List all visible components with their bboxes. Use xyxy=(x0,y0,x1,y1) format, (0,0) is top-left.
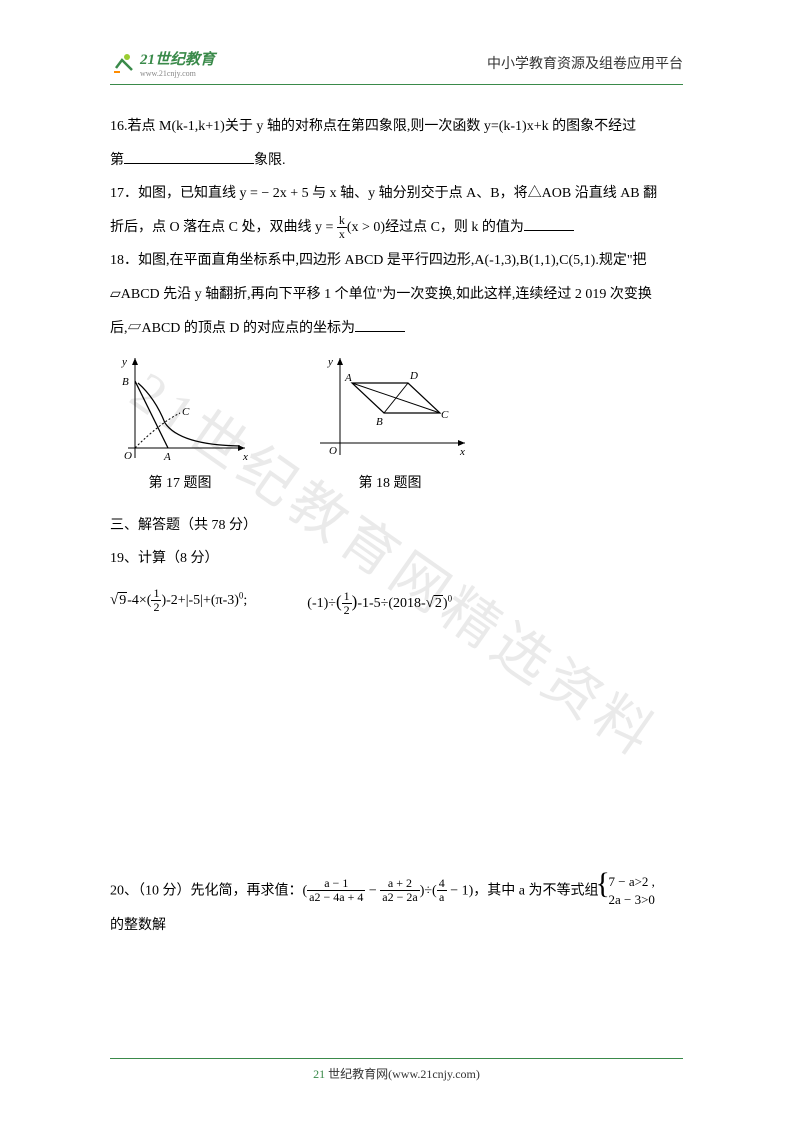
q18-figure: x y O A D B C 第 18 题图 xyxy=(310,353,470,501)
svg-text:O: O xyxy=(124,450,132,462)
q18-svg: x y O A D B C xyxy=(310,353,470,463)
svg-text:x: x xyxy=(459,446,465,458)
q20-line2: 的整数解 xyxy=(110,909,683,943)
q18-blank xyxy=(355,318,405,332)
footer-text: 世纪教育网(www.21cnjy.com) xyxy=(325,1067,480,1081)
logo: 21世纪教育 www.21cnjy.com xyxy=(110,48,215,78)
svg-text:O: O xyxy=(329,445,337,457)
svg-text:x: x xyxy=(242,451,248,463)
q17-fraction: kx xyxy=(337,214,347,241)
logo-sub-text: www.21cnjy.com xyxy=(140,69,215,78)
svg-text:B: B xyxy=(376,416,383,428)
main-content: 16.若点 M(k-1,k+1)关于 y 轴的对称点在第四象限,则一次函数 y=… xyxy=(110,110,683,943)
page-header: 21世纪教育 www.21cnjy.com 中小学教育资源及组卷应用平台 xyxy=(110,48,683,85)
header-title: 中小学教育资源及组卷应用平台 xyxy=(487,53,683,73)
page-footer: 21 世纪教育网(www.21cnjy.com) xyxy=(110,1058,683,1082)
svg-text:D: D xyxy=(409,370,418,382)
q17-caption: 第 17 题图 xyxy=(149,467,212,501)
spacer xyxy=(110,623,683,873)
q18-line1: 18．如图,在平面直角坐标系中,四边形 ABCD 是平行四边形,A(-1,3),… xyxy=(110,244,683,278)
q18-line2: ▱ABCD 先沿 y 轴翻折,再向下平移 1 个单位"为一次变换,如此这样,连续… xyxy=(110,278,683,312)
svg-text:y: y xyxy=(121,356,127,368)
q19-expr2: (-1)÷(12)-1-5÷(2018-2)0 xyxy=(307,582,452,623)
q19-expr1: 9-4×(12)-2+|-5|+(π-3)0; xyxy=(110,582,247,623)
q17-figure: x y O B A C 第 17 题图 xyxy=(110,353,250,501)
logo-main-text: 21世纪教育 xyxy=(140,48,215,69)
q17-line2: 折后，点 O 落在点 C 处，双曲线 y = kx(x > 0)经过点 C，则 … xyxy=(110,211,683,245)
svg-text:y: y xyxy=(327,356,333,368)
section3-title: 三、解答题（共 78 分） xyxy=(110,509,683,543)
q19-title: 19、计算（8 分） xyxy=(110,542,683,576)
q19-expressions: 9-4×(12)-2+|-5|+(π-3)0; (-1)÷(12)-1-5÷(2… xyxy=(110,582,683,623)
q16-blank xyxy=(124,150,254,164)
figures-row: x y O B A C 第 17 题图 x y O xyxy=(110,353,683,501)
q20-line1: 20、（10 分）先化简，再求值：(a − 1a2 − 4a + 4 − a +… xyxy=(110,873,683,909)
q18-line3: 后,▱ABCD 的顶点 D 的对应点的坐标为 xyxy=(110,312,683,346)
q17-svg: x y O B A C xyxy=(110,353,250,463)
q17-blank xyxy=(524,217,574,231)
q16-line2: 第象限. xyxy=(110,144,683,178)
svg-text:C: C xyxy=(441,409,449,421)
svg-text:B: B xyxy=(122,376,129,388)
q16-line1: 16.若点 M(k-1,k+1)关于 y 轴的对称点在第四象限,则一次函数 y=… xyxy=(110,110,683,144)
q17-line1: 17．如图，已知直线 y = − 2x + 5 与 x 轴、y 轴分别交于点 A… xyxy=(110,177,683,211)
svg-text:C: C xyxy=(182,406,190,418)
q20-system: 7 − a>2 ,2a − 3>0 xyxy=(598,873,654,909)
svg-text:A: A xyxy=(344,372,352,384)
svg-text:A: A xyxy=(163,451,171,463)
footer-green: 21 xyxy=(313,1067,325,1081)
q18-caption: 第 18 题图 xyxy=(359,467,422,501)
logo-icon xyxy=(110,50,136,76)
